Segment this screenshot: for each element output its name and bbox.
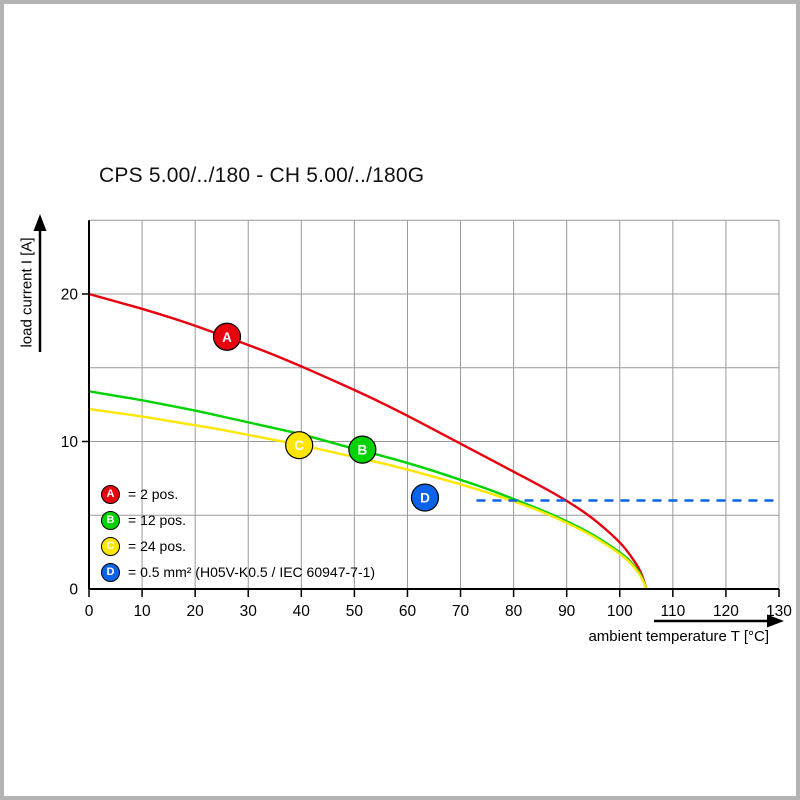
svg-text:C: C: [294, 438, 304, 453]
legend-item: B = 12 pos.: [101, 507, 375, 533]
x-axis-label: ambient temperature T [°C]: [588, 628, 769, 645]
svg-text:90: 90: [558, 603, 576, 620]
legend-item: A = 2 pos.: [101, 481, 375, 507]
curves: [88, 292, 779, 590]
svg-text:10: 10: [133, 603, 151, 620]
legend-item: C = 24 pos.: [101, 533, 375, 559]
svg-text:D: D: [420, 491, 430, 506]
legend-dot-d: D: [101, 562, 120, 582]
page-title: CPS 5.00/../180 - CH 5.00/../180G: [99, 164, 425, 187]
legend-item: D = 0.5 mm² (H05V-K0.5 / IEC 60947-7-1): [101, 559, 375, 585]
curve-markers: A B C D: [212, 322, 440, 512]
chart-legend: A = 2 pos. B = 12 pos. C = 24 pos. D = 0…: [101, 481, 375, 585]
legend-dot-a: A: [101, 484, 120, 504]
grid-lines: [88, 219, 780, 589]
legend-label: = 0.5 mm² (H05V-K0.5 / IEC 60947-7-1): [128, 564, 376, 580]
tick-labels: 0 10 20 30 40 50 60 70 80 90 100 110 120 130 0 10 20: [61, 287, 793, 621]
svg-text:30: 30: [240, 603, 258, 620]
svg-text:100: 100: [607, 603, 633, 620]
legend-dot-b: B: [101, 510, 120, 530]
svg-text:20: 20: [187, 603, 205, 620]
legend-label: = 24 pos.: [128, 538, 186, 554]
svg-text:80: 80: [505, 603, 523, 620]
svg-text:40: 40: [293, 603, 311, 620]
svg-text:0: 0: [85, 603, 94, 620]
legend-label: = 2 pos.: [128, 486, 179, 502]
x-axis-arrow: [654, 614, 784, 628]
svg-text:120: 120: [713, 603, 739, 620]
svg-text:110: 110: [660, 603, 685, 620]
svg-text:0: 0: [69, 582, 78, 599]
legend-dot-c: C: [101, 536, 120, 556]
svg-text:130: 130: [766, 603, 792, 620]
svg-text:50: 50: [346, 603, 364, 620]
axes: [88, 220, 779, 590]
svg-text:10: 10: [61, 434, 79, 451]
svg-text:B: B: [357, 443, 367, 458]
svg-text:60: 60: [399, 603, 417, 620]
svg-text:70: 70: [452, 603, 470, 620]
legend-label: = 12 pos.: [128, 512, 186, 528]
y-axis-label: load current I [A]: [18, 237, 36, 348]
y-axis-arrow: [33, 214, 47, 352]
svg-text:20: 20: [61, 287, 79, 304]
svg-text:A: A: [222, 330, 232, 345]
